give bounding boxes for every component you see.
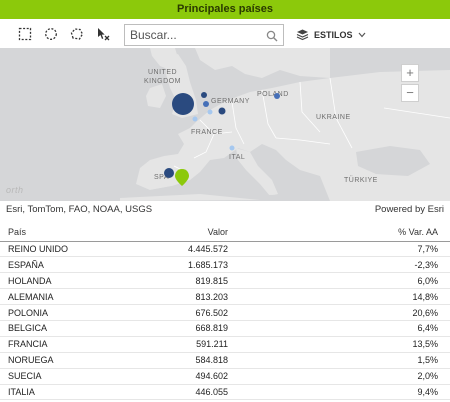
cell-var: 6,4% (370, 320, 450, 337)
cell-var: -2,3% (370, 256, 450, 274)
marker-polonia[interactable] (274, 93, 280, 99)
cell-valor: 813.203 (179, 288, 370, 306)
chevron-down-icon (358, 30, 366, 40)
map-label-poland: POLAND (257, 91, 289, 98)
map-view[interactable]: UNITED KINGDOM FRANCE GERMANY POLAND UKR… (0, 48, 450, 201)
circle-select-icon[interactable] (43, 26, 59, 42)
map-basemap (120, 48, 450, 201)
rectangle-select-icon[interactable] (17, 26, 33, 42)
header-var[interactable]: % Var. AA (370, 224, 450, 242)
table-row[interactable]: BELGICA 668.819 6,4% (0, 320, 450, 337)
cell-pais: ALEMANIA (0, 288, 180, 306)
header-pais[interactable]: País (0, 224, 180, 242)
cell-valor: 494.602 (179, 368, 370, 385)
table-row[interactable]: HOLANDA 819.815 6,0% (0, 272, 450, 290)
zoom-out-button[interactable]: − (401, 84, 419, 102)
map-label-spain: SPA (154, 174, 169, 181)
map-toolbar: ESTILOS (0, 19, 450, 48)
map-label-uk-2: KINGDOM (144, 78, 181, 85)
search-icon[interactable] (266, 29, 278, 47)
styles-label: ESTILOS (314, 30, 353, 40)
map-label-uk-1: UNITED (148, 69, 178, 76)
marker-alemania[interactable] (218, 107, 226, 115)
cell-pais: REINO UNIDO (0, 241, 180, 258)
map-attribution: Esri, TomTom, FAO, NOAA, USGS Powered by… (0, 201, 450, 218)
cell-var: 13,5% (370, 336, 450, 353)
table-row[interactable]: REINO UNIDO 4.445.572 7,7% (0, 241, 450, 258)
marker-espana[interactable] (164, 168, 174, 178)
cell-valor: 591.211 (179, 336, 370, 353)
cell-var: 9,4% (370, 384, 450, 401)
cell-valor: 446.055 (179, 384, 370, 401)
cell-pais: ITALIA (0, 384, 180, 401)
cell-valor: 4.445.572 (179, 241, 370, 258)
table-row[interactable]: ALEMANIA 813.203 14,8% (0, 288, 450, 306)
cell-pais: BELGICA (0, 320, 180, 337)
attribution-powered-by[interactable]: Powered by Esri (374, 204, 444, 215)
marker-noruega[interactable] (201, 92, 207, 98)
map-label-france: FRANCE (191, 129, 223, 136)
cell-valor: 1.685.173 (179, 256, 370, 274)
search-box (124, 24, 284, 46)
cell-pais: SUECIA (0, 368, 180, 385)
table-row[interactable]: ESPAÑA 1.685.173 -2,3% (0, 256, 450, 274)
cell-valor: 676.502 (179, 304, 370, 321)
cell-pais: NORUEGA (0, 352, 180, 369)
cell-valor: 584.818 (179, 352, 370, 369)
layers-icon (296, 28, 309, 43)
header-valor[interactable]: Valor (179, 224, 370, 242)
marker-francia[interactable] (192, 116, 198, 122)
marker-italia[interactable] (229, 145, 235, 151)
cell-var: 20,6% (370, 304, 450, 321)
map-label-ukraine: UKRAINE (316, 114, 351, 121)
cell-pais: POLONIA (0, 304, 180, 321)
table-row[interactable]: SUECIA 494.602 2,0% (0, 368, 450, 385)
selected-location-pin-icon[interactable] (175, 169, 189, 186)
clear-selection-icon[interactable] (95, 26, 111, 42)
cell-var: 1,5% (370, 352, 450, 369)
map-label-north-sea: orth (6, 185, 24, 195)
map-label-turkey: TÜRKIYE (344, 177, 378, 184)
marker-belgica[interactable] (207, 109, 213, 115)
marker-holanda[interactable] (203, 101, 209, 107)
cell-valor: 668.819 (179, 320, 370, 337)
table-row[interactable]: FRANCIA 591.211 13,5% (0, 336, 450, 353)
map-markers (164, 92, 280, 186)
map-label-germany: GERMANY (211, 98, 250, 105)
table-row[interactable]: NORUEGA 584.818 1,5% (0, 352, 450, 369)
cell-valor: 819.815 (179, 272, 370, 290)
cell-var: 14,8% (370, 288, 450, 306)
attribution-sources: Esri, TomTom, FAO, NOAA, USGS (6, 204, 153, 215)
search-input[interactable] (125, 25, 255, 45)
cell-var: 2,0% (370, 368, 450, 385)
countries-table: País Valor % Var. AA REINO UNIDO 4.445.57… (0, 224, 450, 401)
map-label-italy: ITAL (229, 154, 246, 161)
cell-var: 6,0% (370, 272, 450, 290)
lasso-select-icon[interactable] (69, 26, 85, 42)
panel-title: Principales países (0, 0, 450, 19)
styles-button[interactable]: ESTILOS (296, 24, 366, 46)
cell-var: 7,7% (370, 241, 450, 258)
table-header-row: País Valor % Var. AA (0, 224, 450, 242)
cell-pais: FRANCIA (0, 336, 180, 353)
table-row[interactable]: ITALIA 446.055 9,4% (0, 384, 450, 401)
cell-pais: HOLANDA (0, 272, 180, 290)
marker-reino-unido[interactable] (172, 93, 194, 115)
table-row[interactable]: POLONIA 676.502 20,6% (0, 304, 450, 321)
cell-pais: ESPAÑA (0, 256, 180, 274)
zoom-in-button[interactable]: + (401, 64, 419, 82)
